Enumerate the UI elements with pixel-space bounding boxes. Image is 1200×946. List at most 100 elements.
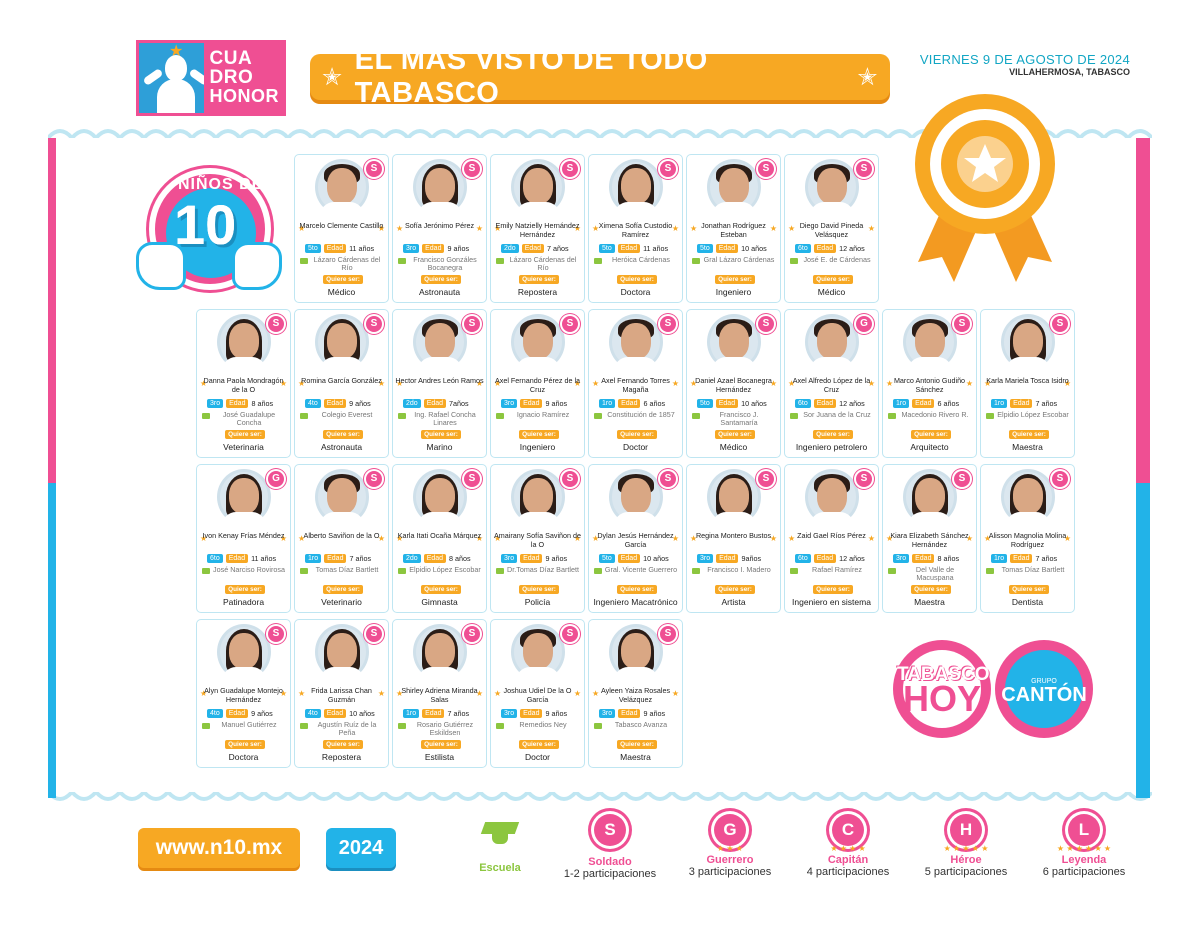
kid-name: Joshua Udiel De la O García xyxy=(503,686,572,704)
kid-name: Amairany Sofía Saviñon de la O xyxy=(493,531,582,549)
star-icon: ★ xyxy=(671,689,679,698)
star-icon: ★ xyxy=(475,689,483,698)
graduation-cap-icon xyxy=(300,413,308,419)
kid-grade: 3ro xyxy=(501,709,518,718)
kid-grade: 3ro xyxy=(697,554,714,563)
kid-card: S ★ ★ Frida Larissa Chan Guzmán 4to Edad 10 añ… xyxy=(294,619,389,768)
rank-badge-icon: S xyxy=(562,471,578,487)
kid-grade: 5to xyxy=(697,399,713,408)
brand-hoy: HOY xyxy=(902,678,981,719)
kid-photo xyxy=(413,469,467,526)
rank-badge-icon: S xyxy=(562,161,578,177)
kid-photo xyxy=(609,469,663,526)
legend-sub: 1-2 participaciones xyxy=(563,868,657,880)
edad-label: Edad xyxy=(617,554,641,563)
rank-badge-icon: S xyxy=(366,161,382,177)
quiere-ser-label: Quiere ser: xyxy=(323,740,363,749)
kid-grade: 6to xyxy=(207,554,223,563)
quiere-ser-label: Quiere ser: xyxy=(813,275,853,284)
rank-s-icon: S xyxy=(594,814,626,846)
kid-card: G ★ ★ Axel Alfredo López de la Cruz 6to Edad 1… xyxy=(784,309,879,458)
logo-line3: HONOR xyxy=(209,86,279,106)
kid-age: 7 años xyxy=(547,244,569,253)
kid-profession: Veterinaria xyxy=(223,442,264,452)
quiere-ser-label: Quiere ser: xyxy=(225,585,265,594)
quiere-ser-label: Quiere ser: xyxy=(421,585,461,594)
kid-card: S ★ ★ Regina Montero Bustos 3ro Edad 9años Fran… xyxy=(686,464,781,613)
kid-profession: Maestra xyxy=(914,597,945,607)
rank-badge-icon: S xyxy=(1052,316,1068,332)
rank-badge-icon: S xyxy=(464,626,480,642)
star-icon: ★ xyxy=(377,534,385,543)
kid-age: 9 años xyxy=(349,399,371,408)
graduation-cap-icon xyxy=(692,413,700,419)
edad-label: Edad xyxy=(618,709,641,718)
kid-grade: 3ro xyxy=(207,399,224,408)
brand-canton: CANTÓN xyxy=(1001,684,1087,706)
publication-date: VIERNES 9 DE AGOSTO DE 2024 xyxy=(919,52,1130,67)
kid-school: José E. de Cárdenas xyxy=(803,255,871,264)
kid-age: 9 años xyxy=(251,709,273,718)
kid-school: Tomas Díaz Bartlett xyxy=(1001,565,1065,574)
website-url[interactable]: www.n10.mx xyxy=(138,828,300,868)
star-icon: ★ xyxy=(475,224,483,233)
edad-label: Edad xyxy=(422,244,445,253)
graduation-cap-icon xyxy=(398,723,406,729)
kid-card: S ★ ★ Ayleen Yaiza Rosales Velázquez 3ro Edad… xyxy=(588,619,683,768)
graduation-cap-icon xyxy=(300,258,308,264)
kid-profession: Marino xyxy=(426,442,453,452)
date-block: VIERNES 9 DE AGOSTO DE 2024 VILLAHERMOSA… xyxy=(920,52,1130,77)
star-icon: ★ xyxy=(984,379,992,388)
kid-name: Ximena Sofía Custodio Ramírez xyxy=(598,221,673,239)
kid-age: 11 años xyxy=(251,554,277,563)
kid-grade: 4to xyxy=(207,709,223,718)
quiere-ser-label: Quiere ser: xyxy=(911,585,951,594)
kid-photo xyxy=(903,469,957,526)
kid-card: S ★ ★ Karla Itati Ocaña Márquez 2do Edad 8 año… xyxy=(392,464,487,613)
star-icon: ★ xyxy=(788,224,796,233)
legend-capitan: C ★ ★ ★ ★ Capitán 4 participaciones xyxy=(798,814,898,878)
edad-label: Edad xyxy=(423,399,447,408)
kid-profession: Repostera xyxy=(517,287,558,297)
kid-card: S ★ ★ Jonathan Rodríguez Esteban 5to Edad 10 a… xyxy=(686,154,781,303)
quiere-ser-label: Quiere ser: xyxy=(421,740,461,749)
rank-h-icon: H xyxy=(950,814,982,846)
legend-stars: ★ ★ ★ ★ ★ xyxy=(943,844,989,853)
kid-name: Regina Montero Bustos xyxy=(695,531,772,540)
brand-grupo: GRUPO xyxy=(1031,678,1057,685)
quiere-ser-label: Quiere ser: xyxy=(813,585,853,594)
kid-grade: 3ro xyxy=(403,244,420,253)
kid-profession: Astronauta xyxy=(320,442,363,452)
star-icon: ★ xyxy=(396,224,404,233)
rank-badge-icon: S xyxy=(366,471,382,487)
edad-label: Edad xyxy=(422,709,445,718)
kid-age: 9 años xyxy=(545,554,568,563)
rank-c-icon: C xyxy=(832,814,864,846)
kid-profession: Doctora xyxy=(620,287,651,297)
publication-place: VILLAHERMOSA, TABASCO xyxy=(1009,67,1130,77)
headline-text: EL MÁS VISTO DE TODO TABASCO xyxy=(354,44,708,109)
kid-photo xyxy=(1001,469,1055,526)
graduation-cap-icon xyxy=(986,568,994,574)
kid-name: Ayleen Yaiza Rosales Velázquez xyxy=(600,686,671,704)
kid-profession: Gimnasta xyxy=(421,597,458,607)
rank-badge-icon: S xyxy=(954,316,970,332)
rank-badge-icon: G xyxy=(856,316,872,332)
star-icon: ✭ xyxy=(857,63,878,91)
rank-badge-icon: S xyxy=(660,161,676,177)
kid-age: 7 años xyxy=(1035,399,1058,408)
kid-photo xyxy=(609,159,663,216)
kid-age: 6 años xyxy=(643,399,666,408)
kid-card: S ★ ★ Dylan Jesús Hernández García 5to Edad 10… xyxy=(588,464,683,613)
kid-age: 8 años xyxy=(449,554,471,563)
quiere-ser-label: Quiere ser: xyxy=(617,430,657,439)
child-figure-icon: ★ xyxy=(139,43,204,113)
graduation-cap-icon xyxy=(986,413,994,419)
legend-heroe: H ★ ★ ★ ★ ★ Héroe 5 participaciones xyxy=(916,814,1016,878)
kid-photo xyxy=(315,159,369,216)
kid-profession: Astronauta xyxy=(418,287,461,297)
left-color-edge xyxy=(48,138,56,798)
quiere-ser-label: Quiere ser: xyxy=(519,585,559,594)
star-icon: ★ xyxy=(573,689,581,698)
kid-age: 7años xyxy=(449,399,469,408)
